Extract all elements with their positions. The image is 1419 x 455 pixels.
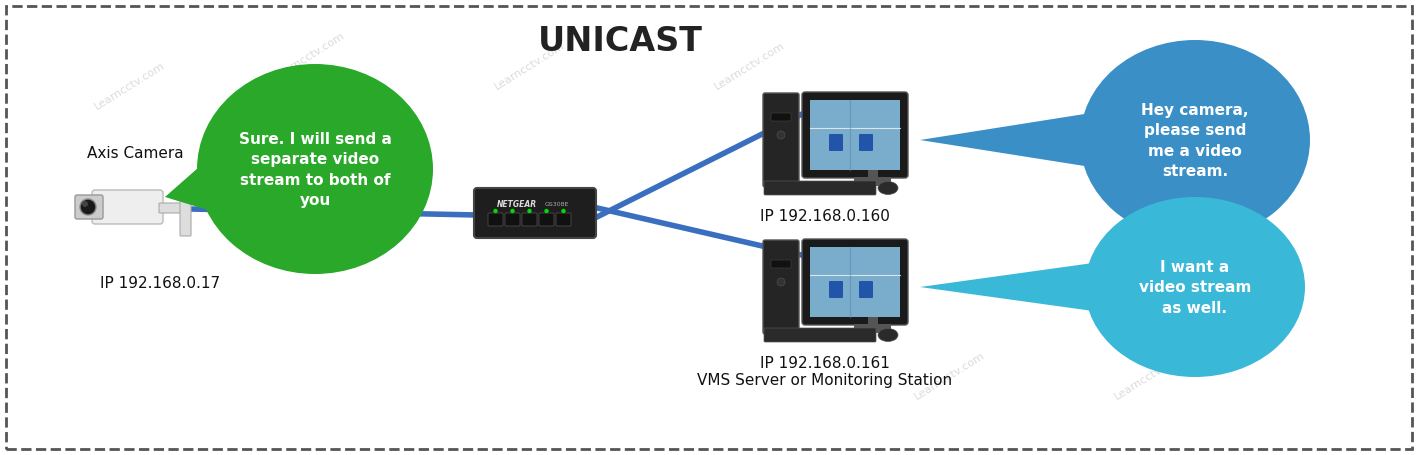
FancyBboxPatch shape	[868, 317, 878, 325]
Ellipse shape	[197, 65, 433, 274]
Text: VMS Server or Monitoring Station: VMS Server or Monitoring Station	[697, 373, 952, 388]
Circle shape	[511, 209, 515, 214]
Circle shape	[545, 209, 549, 214]
Text: Learncctv.com: Learncctv.com	[94, 60, 167, 111]
FancyBboxPatch shape	[868, 171, 878, 179]
Text: NETGEAR: NETGEAR	[497, 199, 536, 208]
Ellipse shape	[1080, 41, 1310, 241]
FancyBboxPatch shape	[763, 241, 799, 334]
FancyBboxPatch shape	[802, 239, 908, 325]
Text: Learncctv.com: Learncctv.com	[1112, 349, 1188, 401]
Polygon shape	[920, 262, 1101, 313]
Polygon shape	[165, 157, 221, 215]
FancyBboxPatch shape	[829, 135, 843, 152]
FancyBboxPatch shape	[763, 182, 876, 196]
Text: Learncctv.com: Learncctv.com	[912, 349, 988, 401]
Text: IP 192.168.0.160: IP 192.168.0.160	[761, 208, 890, 223]
FancyBboxPatch shape	[159, 203, 186, 213]
FancyBboxPatch shape	[771, 114, 790, 122]
Text: UNICAST: UNICAST	[538, 25, 702, 57]
FancyBboxPatch shape	[763, 328, 876, 342]
FancyBboxPatch shape	[539, 213, 553, 227]
Circle shape	[79, 200, 96, 216]
Text: Learncctv.com: Learncctv.com	[492, 40, 568, 91]
FancyBboxPatch shape	[763, 94, 799, 187]
Polygon shape	[920, 113, 1097, 169]
FancyBboxPatch shape	[858, 281, 873, 298]
FancyBboxPatch shape	[92, 191, 163, 224]
Ellipse shape	[1086, 197, 1305, 377]
Text: Sure. I will send a
separate video
stream to both of
you: Sure. I will send a separate video strea…	[238, 131, 392, 207]
Text: IP 192.168.0.17: IP 192.168.0.17	[99, 275, 220, 290]
Circle shape	[778, 278, 785, 286]
Circle shape	[494, 209, 498, 214]
Text: Learncctv.com: Learncctv.com	[712, 40, 788, 91]
Circle shape	[82, 202, 88, 207]
Text: IP 192.168.0.161: IP 192.168.0.161	[761, 355, 890, 369]
Circle shape	[562, 209, 566, 214]
Circle shape	[778, 131, 785, 140]
FancyBboxPatch shape	[488, 213, 502, 227]
Text: GS308E: GS308E	[545, 201, 569, 206]
FancyBboxPatch shape	[771, 260, 790, 268]
FancyBboxPatch shape	[556, 213, 570, 227]
FancyBboxPatch shape	[474, 188, 596, 238]
FancyBboxPatch shape	[505, 213, 519, 227]
FancyBboxPatch shape	[858, 135, 873, 152]
FancyBboxPatch shape	[854, 324, 891, 333]
FancyBboxPatch shape	[810, 248, 900, 317]
Circle shape	[528, 209, 532, 214]
Text: I want a
video stream
as well.: I want a video stream as well.	[1139, 259, 1252, 315]
Text: Axis Camera: Axis Camera	[87, 145, 183, 160]
FancyBboxPatch shape	[522, 213, 536, 227]
FancyBboxPatch shape	[810, 101, 900, 171]
FancyBboxPatch shape	[802, 93, 908, 179]
FancyBboxPatch shape	[180, 197, 192, 237]
Text: Hey camera,
please send
me a video
stream.: Hey camera, please send me a video strea…	[1141, 103, 1249, 179]
Ellipse shape	[878, 182, 898, 195]
Text: Learncctv.com: Learncctv.com	[272, 30, 348, 81]
FancyBboxPatch shape	[829, 281, 843, 298]
FancyBboxPatch shape	[75, 196, 104, 219]
FancyBboxPatch shape	[854, 177, 891, 187]
Ellipse shape	[878, 329, 898, 342]
